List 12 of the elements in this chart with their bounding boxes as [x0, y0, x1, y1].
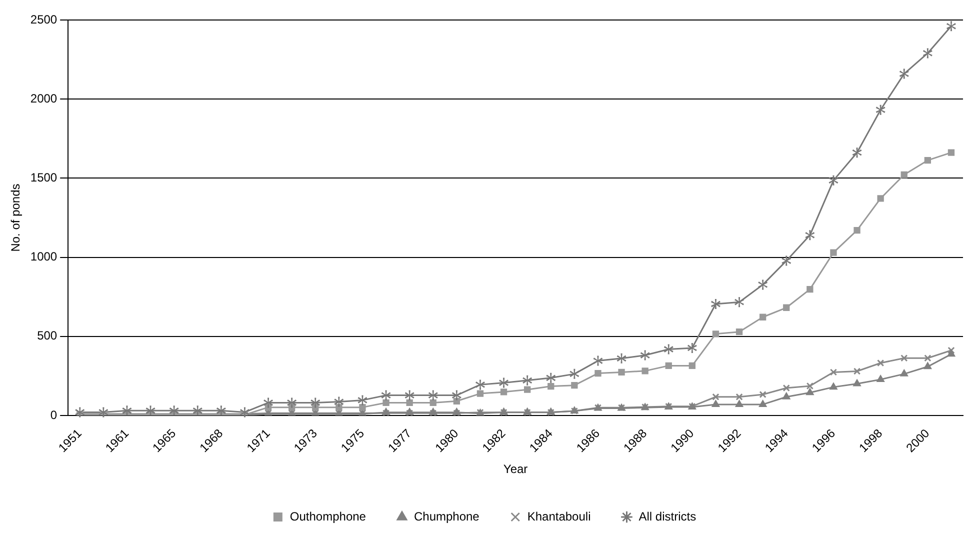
y-tick-label: 1000 — [30, 250, 58, 264]
y-tick-label: 500 — [37, 328, 58, 343]
legend-label: Chumphone — [414, 509, 480, 524]
y-tick-label: 1500 — [30, 170, 58, 185]
legend-label: All districts — [638, 509, 696, 524]
y-tick-label: 2500 — [30, 12, 58, 26]
x-axis-title: Year — [503, 462, 528, 476]
y-tick-label: 0 — [50, 408, 58, 422]
y-tick-label: 2000 — [30, 91, 58, 106]
legend-label: Khantabouli — [527, 509, 591, 524]
legend-label: Outhomphone — [290, 509, 366, 524]
y-axis-title: No. of ponds — [8, 184, 23, 252]
